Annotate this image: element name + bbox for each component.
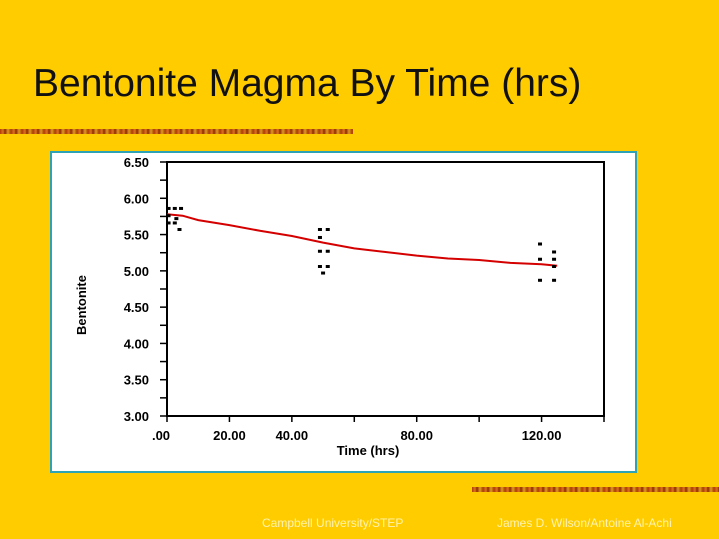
x-tick-label: 120.00 [522,428,562,443]
y-tick-label: 5.00 [124,264,149,279]
data-point [172,206,177,210]
y-axis: 6.50 6.00 5.50 5.00 4.50 4.00 3.50 3.00 [124,155,167,424]
data-point [538,242,543,246]
data-point [177,227,182,231]
data-point [325,265,330,269]
data-point [325,227,330,231]
y-tick-label: 6.00 [124,191,149,206]
y-tick-label: 3.00 [124,409,149,424]
data-point [538,278,543,282]
data-point [172,221,177,225]
data-point [166,206,171,210]
title-divider [0,129,353,134]
data-point [552,278,557,282]
y-tick-label: 5.50 [124,228,149,243]
data-point [552,257,557,261]
data-point [538,257,543,261]
scatter-chart: 6.50 6.00 5.50 5.00 4.50 4.00 3.50 3.00 .00 20.0… [74,155,605,458]
data-point [317,249,322,253]
footer-organization: Campbell University/STEP [262,516,404,530]
y-axis-label: Bentonite [74,275,89,335]
data-point [317,235,322,239]
slide-title: Bentonite Magma By Time (hrs) [33,62,582,105]
data-point [179,206,184,210]
y-tick-label: 4.50 [124,300,149,315]
y-tick-label: 6.50 [124,155,149,170]
x-tick-label: 80.00 [400,428,433,443]
data-point [317,265,322,269]
data-points [166,206,557,282]
data-point [552,250,557,254]
data-point [552,265,557,269]
data-point [325,249,330,253]
fit-line [166,213,558,267]
plot-area [166,161,605,417]
footer-divider [472,487,719,492]
x-axis: .00 20.00 40.00 80.00 120.00 [152,416,605,443]
data-point [321,271,326,275]
data-point [166,221,171,225]
x-tick-label: 20.00 [213,428,246,443]
data-point [174,217,179,221]
data-point [317,227,322,231]
x-tick-label: 40.00 [276,428,309,443]
x-axis-label: Time (hrs) [337,443,400,458]
x-tick-label: .00 [152,428,170,443]
footer-authors: James D. Wilson/Antoine Al-Achi [497,516,672,530]
y-tick-label: 3.50 [124,373,149,388]
chart-frame: 6.50 6.00 5.50 5.00 4.50 4.00 3.50 3.00 .00 20.0… [50,151,637,473]
data-point [166,214,171,218]
y-tick-label: 4.00 [124,336,149,351]
